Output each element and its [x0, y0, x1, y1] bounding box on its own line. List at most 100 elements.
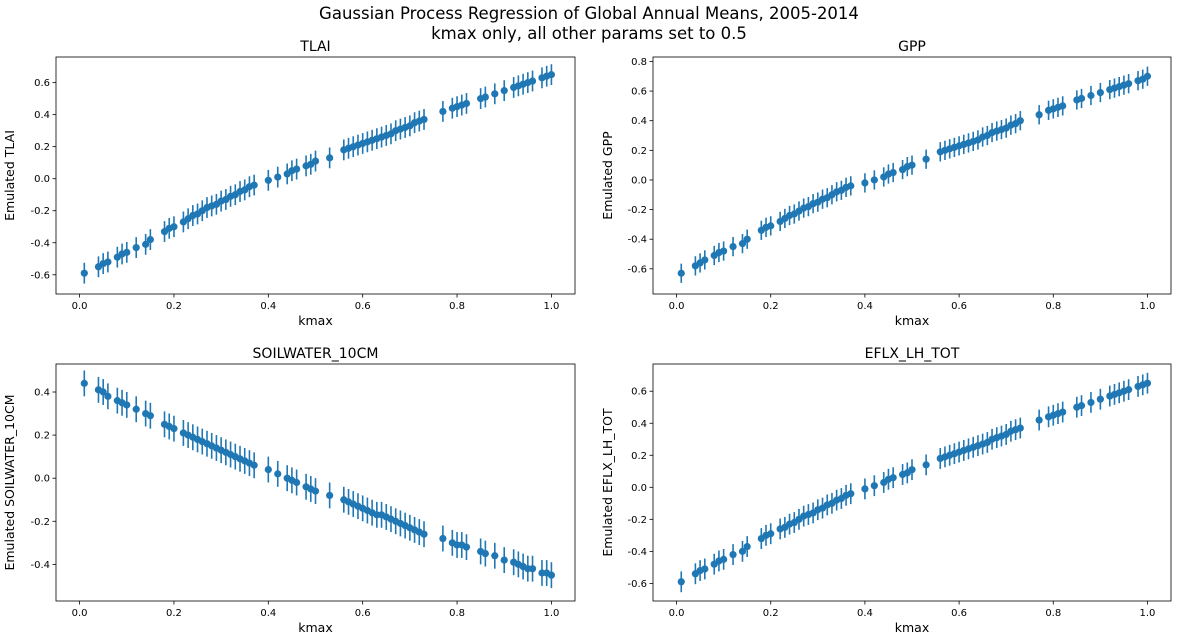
x-tick-label: 0.6 — [951, 301, 967, 312]
y-tick-label: -0.4 — [30, 560, 50, 571]
y-tick-label: -0.6 — [30, 270, 50, 281]
subplot-title: GPP — [898, 39, 926, 55]
data-point — [80, 379, 88, 387]
data-point — [481, 93, 489, 101]
subplot-title: EFLX_LH_TOT — [865, 346, 960, 362]
y-tick-label: 0.0 — [34, 474, 50, 485]
data-point — [847, 182, 855, 190]
x-tick-label: 0.8 — [1045, 608, 1061, 619]
x-tick-label: 0.0 — [72, 608, 88, 619]
x-tick-label: 1.0 — [543, 608, 559, 619]
y-tick-label: 0.8 — [631, 57, 647, 68]
data-point — [729, 550, 737, 559]
data-point — [132, 405, 140, 413]
data-point — [439, 107, 447, 116]
y-tick-label: 0.6 — [34, 78, 50, 89]
y-tick-label: -0.2 — [627, 205, 647, 216]
y-tick-label: 0.0 — [631, 483, 647, 494]
data-point — [132, 243, 140, 252]
data-point — [491, 90, 499, 98]
x-tick-label: 0.4 — [857, 301, 873, 312]
data-point — [99, 388, 107, 396]
data-point — [889, 474, 897, 482]
y-tick-label: 0.4 — [34, 110, 50, 121]
x-tick-label: 0.0 — [72, 301, 88, 312]
data-point — [547, 71, 556, 79]
data-point — [250, 461, 258, 469]
data-point — [1087, 398, 1095, 407]
data-point — [743, 235, 751, 243]
x-tick-label: 1.0 — [1140, 608, 1156, 619]
data-point — [1087, 91, 1095, 100]
data-point — [1016, 117, 1024, 125]
y-tick-label: 0.2 — [34, 142, 50, 153]
y-axis-label: Emulated EFLX_LH_TOT — [600, 408, 615, 557]
data-point — [326, 154, 334, 162]
data-point — [1096, 395, 1104, 403]
y-tick-label: -0.6 — [627, 579, 647, 590]
data-point — [500, 87, 508, 95]
x-tick-label: 0.2 — [763, 301, 779, 312]
x-tick-label: 1.0 — [1140, 301, 1156, 312]
data-point — [420, 115, 428, 124]
y-axis-label: Emulated SOILWATER_10CM — [2, 394, 17, 570]
data-point — [123, 401, 131, 409]
y-tick-label: 0.4 — [34, 388, 50, 399]
y-tick-label: 0.4 — [631, 116, 647, 127]
y-tick-label: -0.6 — [627, 264, 647, 275]
x-tick-label: 0.8 — [449, 301, 465, 312]
y-axis-label: Emulated TLAI — [2, 130, 17, 221]
x-tick-label: 0.4 — [857, 608, 873, 619]
y-tick-label: 0.2 — [631, 146, 647, 157]
data-point — [528, 77, 537, 85]
data-point — [922, 155, 930, 163]
y-tick-label: -0.4 — [627, 547, 647, 558]
data-point — [1077, 402, 1086, 410]
x-tick-label: 0.6 — [355, 608, 371, 619]
data-point — [701, 565, 709, 573]
x-tick-label: 0.8 — [1045, 301, 1061, 312]
data-point — [729, 243, 737, 251]
data-point — [1059, 408, 1067, 416]
data-point — [738, 240, 747, 248]
y-tick-label: -0.4 — [627, 235, 647, 246]
y-tick-label: 0.2 — [631, 451, 647, 462]
data-point — [720, 247, 728, 255]
x-tick-label: 0.2 — [763, 608, 779, 619]
data-point — [743, 542, 751, 551]
data-point — [701, 256, 709, 264]
data-point — [1143, 379, 1152, 387]
subplot-2: 0.0 0.2 0.4 0.6 0.8 1.0 -0.6 -0.4 -0.2 0.0 0.2 0.4 0… — [600, 39, 1172, 328]
y-tick-label: -0.2 — [30, 517, 50, 528]
subplot-4: 0.0 0.2 0.4 0.6 0.8 1.0 -0.6 -0.4 -0.2 0.0 0.2 0.4 0… — [600, 346, 1172, 635]
data-point — [146, 412, 154, 420]
x-tick-label: 0.6 — [951, 608, 967, 619]
data-series — [677, 372, 1152, 593]
data-point — [1059, 102, 1067, 110]
data-point — [439, 534, 447, 543]
y-tick-label: 0.0 — [631, 175, 647, 186]
y-axis-label: Emulated GPP — [600, 131, 615, 220]
figure-title-line-2: kmax only, all other params set to 0.5 — [431, 24, 747, 43]
data-point — [1125, 386, 1133, 394]
data-point — [104, 258, 112, 266]
x-tick-label: 0.0 — [669, 608, 685, 619]
data-point — [142, 240, 150, 248]
y-tick-label: 0.4 — [631, 419, 647, 430]
data-point — [146, 235, 154, 244]
subplot-3: 0.0 0.2 0.4 0.6 0.8 1.0 -0.4 -0.2 0.0 0.2 0.4 SOILW… — [2, 346, 576, 635]
x-axis-label: kmax — [895, 620, 929, 635]
data-point — [847, 490, 855, 498]
data-point — [1077, 94, 1086, 103]
data-point — [274, 173, 282, 181]
x-tick-label: 0.6 — [355, 301, 371, 312]
data-point — [1016, 424, 1024, 432]
data-point — [677, 578, 685, 586]
data-point — [767, 222, 775, 230]
data-point — [870, 176, 878, 184]
data-point — [123, 248, 131, 256]
data-series — [80, 370, 556, 589]
data-point — [861, 485, 869, 493]
data-point — [922, 461, 930, 469]
data-point — [104, 392, 112, 400]
